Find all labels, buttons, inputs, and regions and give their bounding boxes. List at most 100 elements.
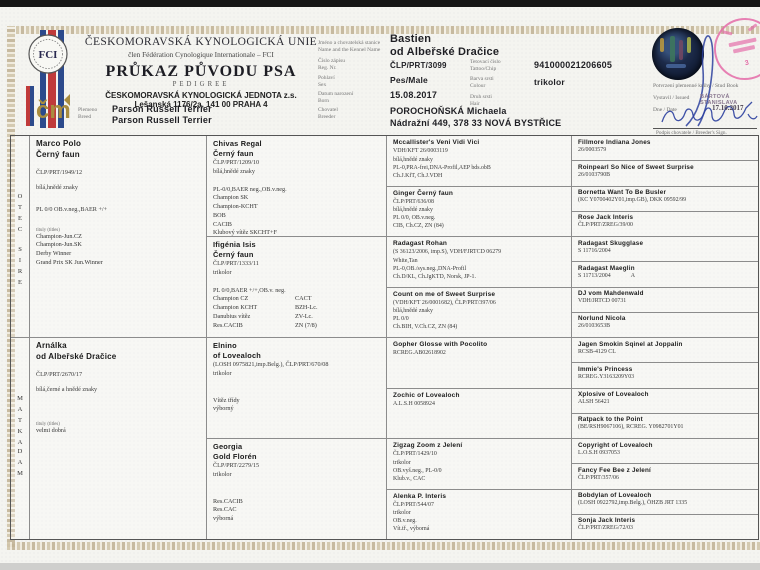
stamp-digit: 3	[744, 59, 750, 68]
scan-edge-bottom	[0, 563, 760, 570]
dog-name: Chivas Regal Černý faun	[213, 139, 381, 158]
union-name: ČESKOMORAVSKÁ KYNOLOGICKÁ UNIE	[84, 36, 318, 48]
dog-name: Ratpack to the Point	[578, 416, 643, 424]
dog-reg-no: ČLP/PRT/3099	[390, 61, 447, 70]
dog-born: 15.08.2017	[390, 90, 438, 100]
document-title: PRŮKAZ PŮVODU PSA	[105, 63, 297, 80]
pedigree-cell-g4-1: Fillmore Indiana Jones 26/0003579	[572, 136, 758, 162]
dog-reg: 26/0103653B	[578, 323, 611, 330]
pedigree-cell-g2-2: Ifigénia Isis Černý faun ČLP/PRT/1333/11 tr…	[207, 237, 386, 338]
dog-colour: bílá,hnědé znaky	[36, 184, 78, 192]
dog-name: Elnino of Lovealoch	[213, 341, 381, 360]
colour-label: Barva srsti Colour	[470, 76, 494, 89]
pedigree-cell-g3-4: Count on me of Sweet Surprise (VDH/KFT 26…	[387, 288, 571, 338]
dog-title: Champion KCHT	[213, 304, 258, 312]
scan-edge-top	[0, 0, 760, 7]
pedigree-cell-g4-9: Jagen Smokin Sqinel at Joppalin RCSB-4129…	[572, 338, 758, 364]
dog-name: Xplosive of Lovealoch	[578, 391, 649, 398]
cmku-logo-text: čm	[36, 97, 70, 124]
dog-line: A.L.S.H 0058924	[393, 400, 435, 407]
dog-breeder: POROCHOŇSKÁ Michaela Nádražní 449, 378 33…	[390, 106, 562, 128]
pedigree-cell-g3-2: Ginger Černý faun ČLP/PRT/636/08 bílá,hněd…	[387, 187, 571, 237]
pedigree-cell-g4-4: Rose Jack Interis ČLP/PRT/ZREG/39/00	[572, 212, 758, 237]
issuing-org-name: ČESKOMORAVSKÁ KYNOLOGICKÁ JEDNOTA z.s.	[105, 91, 297, 100]
dog-health: PL-0/0,BAER neg.,OB.v.neg.	[213, 185, 287, 193]
dog-line: Ch.J.KfT, Ch.J.VDH	[393, 172, 443, 179]
dog-reg: ČLP/PRT/2279/15	[213, 462, 260, 470]
dog-name-line: Ifigénia Isis	[213, 240, 256, 249]
dog-title: výborná	[213, 515, 234, 523]
logo-block: FCI čm	[24, 30, 71, 128]
pedigree-cell-g4-11: Xplosive of Lovealoch ALSH 56421	[572, 389, 758, 414]
dog-extra-mark: A	[630, 272, 635, 279]
dog-line: ČLP/PRT/1429/10	[393, 451, 437, 458]
dog-reg: ČLP/PRT/ZREG/39/00	[578, 222, 633, 229]
date-label: Dne / Date	[653, 107, 677, 113]
pedigree-cell-g2-3: Elnino of Lovealoch (LOSH 0975821,imp.Belg…	[207, 338, 386, 439]
hologram-seal	[652, 28, 704, 80]
dog-reg: ČLP/PRT/2670/17	[36, 370, 83, 378]
dog-titles-col2: CACT BZH-Lc. ZV-Lc. ZN (7/8)	[295, 295, 318, 330]
dog-title: Derby Winner	[36, 250, 72, 258]
studbook-label: Potvrzení plemenné knihy / Stud Book	[653, 83, 739, 89]
dog-line: ČLP/PRT/544/07	[393, 501, 434, 508]
dog-line: bílá,hnědé znaky	[393, 308, 433, 315]
dog-name: Copyright of Lovealoch	[578, 441, 653, 449]
dog-line: bílá,hnědé znaky	[393, 207, 433, 214]
fci-cmku-logo: FCI čm	[26, 30, 71, 128]
dog-name: Count on me of Sweet Surprise	[393, 290, 496, 298]
tattoo-label: Tetovací číslo Tattoo/Chip	[470, 59, 501, 72]
dog-health: PL 0/0,BAER +/+,OB.v. neg.	[213, 286, 286, 294]
titles-label: tituly (titles)	[36, 227, 60, 233]
dog-line: Klub.v., CAC	[393, 475, 426, 482]
dog-line: White,Tan	[393, 257, 418, 264]
reg-label: Číslo zápisu Reg. Nr.	[318, 58, 346, 71]
dog-name: Rose Jack Interis	[578, 214, 634, 222]
breeder-signature	[661, 101, 758, 123]
dog-line: bílá,hnědé znaky	[393, 156, 433, 163]
pedigree-cell-g4-2: Roinpearl So Nice of Sweet Surprise 26/01…	[572, 161, 758, 187]
dog-title: Grand Prix SK Jun.Winner	[36, 259, 103, 266]
dog-name: Jagen Smokin Sqinel at Joppalin	[578, 340, 683, 348]
dog-name: Bobdylan of Lovealoch	[578, 492, 652, 499]
dog-reg: (KC Y0700402Y01,imp.GB), DKK 09592/99	[578, 197, 687, 204]
ornamental-border-top	[16, 26, 760, 34]
dog-line: Ch.BIH, V.Ch.CZ, ZN (84)	[393, 324, 458, 331]
pedigree-cell-g3-3: Radagast Rohan (S 36123/2006, imp.S), VDH…	[387, 237, 571, 288]
dog-reg: VDH/JRTCD 00731	[578, 298, 627, 305]
dog-name-line: of Lovealoch	[213, 350, 261, 360]
dog-health: PL 0/0 OB.v.neg.,BAER +/+	[36, 205, 108, 213]
signature-line	[653, 128, 757, 129]
dog-reg: (LOSH 0975821,imp.Belg.), ČLP/PRT/670/08	[213, 361, 329, 369]
dam-role-cell: M A T K A D A M	[11, 338, 29, 539]
pedigree-cell-g4-5: Radagast Skugglase S 11716/2004	[572, 237, 758, 263]
dog-title: CACT	[295, 295, 312, 303]
dog-line: Vít.tř., výborná	[393, 526, 430, 533]
pedigree-cell-g3-1: Mccallister's Veni Vidi Vici VDH/KFT 26/0…	[387, 136, 571, 187]
dog-name: Roinpearl So Nice of Sweet Surprise	[578, 163, 694, 171]
dog-name: Radagast Maeglin	[578, 264, 635, 272]
pedigree-cell-g4-16: Sonja Jack Interis ČLP/PRT/ZREG/72/03	[572, 515, 758, 539]
dog-line: (VDH/KFT 26/0001682), ČLP/PRT/397/06	[393, 299, 496, 306]
pedigree-cell-g4-12: Ratpack to the Point (BE/RSH9067106), RCR…	[572, 414, 758, 439]
dog-name: Ifigénia Isis Černý faun	[213, 240, 381, 259]
dog-name: Sonja Jack Interis	[578, 517, 636, 525]
dog-line: Ch.D/KL, Ch.JgKTD, Norsk, JP-1.	[393, 273, 476, 280]
dog-line: PL-0,OB./sys.neg.,DNA-Profil	[393, 265, 467, 272]
generation-3-column: Mccallister's Veni Vidi Vici VDH/KFT 26/0…	[386, 136, 571, 539]
dog-title: Champion-KCHT	[213, 203, 258, 211]
dog-titles-columns: Champion CZ Champion KCHT Danubius vítěz Re…	[213, 295, 381, 330]
dog-name: Radagast Skugglase	[578, 239, 644, 247]
pedigree-cell-g3-8: Alenka P. Interis ČLP/PRT/544/07 trikolor O…	[387, 490, 571, 540]
breeder-sign-label: Podpis chovatele / Breeder's Sign.	[656, 130, 727, 136]
dog-name: Immie's Princess	[578, 365, 633, 373]
pedigree-cell-g4-13: Copyright of Lovealoch L.O.S.H 0937053	[572, 439, 758, 465]
document-subtitle: PEDIGREE	[172, 81, 230, 88]
issue-date: 17.10.2017	[712, 104, 744, 112]
dog-reg: ALSH 56421	[578, 399, 610, 406]
name-label: Jméno a chovatelská stanice Name and the …	[318, 40, 381, 53]
dog-name: Arnálka od Albeřské Dračice	[36, 341, 201, 363]
dog-name: Georgia Gold Florén	[213, 442, 381, 461]
dog-line: OB.vyš.neg., PL-0/0	[393, 467, 442, 474]
dog-reg: ČLP/PRT/ZREG/72/03	[578, 525, 633, 532]
